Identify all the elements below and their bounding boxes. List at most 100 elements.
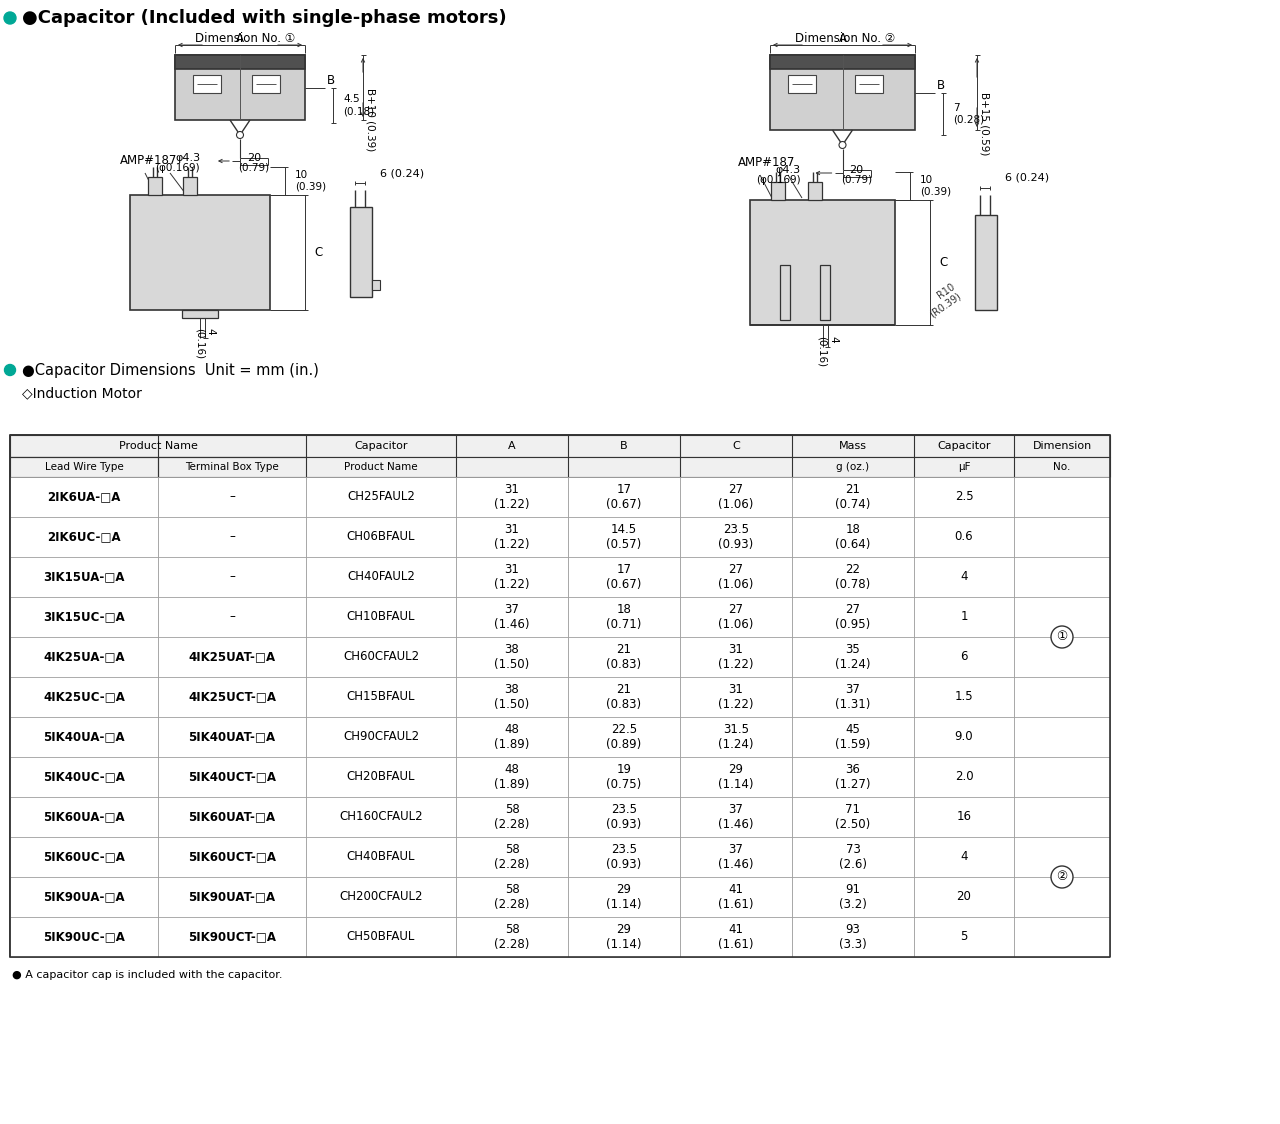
Text: 71
(2.50): 71 (2.50) xyxy=(836,803,870,831)
Text: 35
(1.24): 35 (1.24) xyxy=(836,643,870,671)
Text: CH40FAUL2: CH40FAUL2 xyxy=(347,571,415,583)
Text: CH90CFAUL2: CH90CFAUL2 xyxy=(343,731,419,743)
Text: –: – xyxy=(229,610,236,624)
Text: 6: 6 xyxy=(960,651,968,663)
Text: 31.5
(1.24): 31.5 (1.24) xyxy=(718,723,754,751)
Text: 31
(1.22): 31 (1.22) xyxy=(494,523,530,551)
Bar xyxy=(193,75,221,93)
Text: Product Name: Product Name xyxy=(119,441,197,451)
Text: 3IK15UC-□A: 3IK15UC-□A xyxy=(44,610,125,624)
Text: φ4.3: φ4.3 xyxy=(776,165,800,175)
Text: 18
(0.64): 18 (0.64) xyxy=(836,523,870,551)
Text: CH25FAUL2: CH25FAUL2 xyxy=(347,490,415,504)
Text: 5IK90UC-□A: 5IK90UC-□A xyxy=(44,931,125,943)
Circle shape xyxy=(1051,626,1073,649)
Bar xyxy=(10,877,1110,917)
Bar xyxy=(750,200,895,325)
Text: A: A xyxy=(838,31,846,45)
Text: 5IK40UC-□A: 5IK40UC-□A xyxy=(44,770,125,783)
Text: 5IK90UAT-□A: 5IK90UAT-□A xyxy=(188,890,275,904)
Bar xyxy=(855,75,882,93)
Text: 5IK40UCT-□A: 5IK40UCT-□A xyxy=(188,770,276,783)
Text: Capacitor: Capacitor xyxy=(355,441,408,451)
Text: 73
(2.6): 73 (2.6) xyxy=(838,843,867,871)
Bar xyxy=(175,55,305,69)
Bar xyxy=(182,310,218,318)
Text: 2.5: 2.5 xyxy=(955,490,973,504)
Text: CH20BFAUL: CH20BFAUL xyxy=(347,770,415,783)
Text: 5IK40UA-□A: 5IK40UA-□A xyxy=(44,731,125,743)
Text: 7
(0.28): 7 (0.28) xyxy=(954,103,984,125)
Circle shape xyxy=(838,142,846,148)
Bar xyxy=(771,55,915,69)
Text: 31
(1.22): 31 (1.22) xyxy=(494,483,530,511)
Text: B: B xyxy=(937,79,945,92)
Circle shape xyxy=(5,364,15,375)
Text: 21
(0.83): 21 (0.83) xyxy=(607,643,641,671)
Text: 6 (0.24): 6 (0.24) xyxy=(1005,173,1050,183)
Text: 18
(0.71): 18 (0.71) xyxy=(607,602,641,631)
Text: CH60CFAUL2: CH60CFAUL2 xyxy=(343,651,419,663)
Text: 10
(0.39): 10 (0.39) xyxy=(294,170,326,192)
Text: 5IK60UAT-□A: 5IK60UAT-□A xyxy=(188,810,275,824)
Text: 6 (0.24): 6 (0.24) xyxy=(380,167,424,178)
Text: CH160CFAUL2: CH160CFAUL2 xyxy=(339,810,422,824)
Text: C: C xyxy=(732,441,740,451)
Text: 31
(1.22): 31 (1.22) xyxy=(494,563,530,591)
Bar xyxy=(10,677,1110,717)
Text: 37
(1.46): 37 (1.46) xyxy=(718,843,754,871)
Text: 29
(1.14): 29 (1.14) xyxy=(607,883,641,910)
Text: 23.5
(0.93): 23.5 (0.93) xyxy=(607,803,641,831)
Text: CH40BFAUL: CH40BFAUL xyxy=(347,851,415,863)
Text: 4IK25UAT-□A: 4IK25UAT-□A xyxy=(188,651,275,663)
Bar xyxy=(175,55,305,120)
Circle shape xyxy=(237,132,243,138)
Text: 5IK40UAT-□A: 5IK40UAT-□A xyxy=(188,731,275,743)
Text: 31
(1.22): 31 (1.22) xyxy=(718,643,754,671)
Text: 0.6: 0.6 xyxy=(955,531,973,544)
Bar xyxy=(780,265,790,320)
Text: 17
(0.67): 17 (0.67) xyxy=(607,563,641,591)
Text: 41
(1.61): 41 (1.61) xyxy=(718,923,754,951)
Text: ● A capacitor cap is included with the capacitor.: ● A capacitor cap is included with the c… xyxy=(12,970,283,980)
Text: C: C xyxy=(314,246,323,259)
Text: 37
(1.46): 37 (1.46) xyxy=(494,602,530,631)
Text: –: – xyxy=(229,490,236,504)
Text: 27
(1.06): 27 (1.06) xyxy=(718,602,754,631)
Text: B+10 (0.39): B+10 (0.39) xyxy=(366,88,376,151)
Text: 19
(0.75): 19 (0.75) xyxy=(607,763,641,791)
Text: 29
(1.14): 29 (1.14) xyxy=(718,763,754,791)
Bar xyxy=(131,194,270,310)
Bar xyxy=(252,75,280,93)
Text: 48
(1.89): 48 (1.89) xyxy=(494,723,530,751)
Text: 58
(2.28): 58 (2.28) xyxy=(494,803,530,831)
Text: 2IK6UA-□A: 2IK6UA-□A xyxy=(47,490,120,504)
Text: Dimension No. ①: Dimension No. ① xyxy=(195,31,296,45)
Text: (φ0.169): (φ0.169) xyxy=(155,163,200,173)
Bar xyxy=(10,477,1110,517)
Text: ②: ② xyxy=(1056,870,1068,883)
Text: 23.5
(0.93): 23.5 (0.93) xyxy=(718,523,754,551)
Text: 20: 20 xyxy=(247,153,261,163)
Text: CH200CFAUL2: CH200CFAUL2 xyxy=(339,890,422,904)
Text: 5IK60UC-□A: 5IK60UC-□A xyxy=(44,851,125,863)
Bar xyxy=(183,176,197,194)
Text: 22
(0.78): 22 (0.78) xyxy=(836,563,870,591)
Bar xyxy=(788,75,817,93)
Text: g (oz.): g (oz.) xyxy=(836,462,869,472)
Bar xyxy=(372,280,380,290)
Text: 4
(0.16): 4 (0.16) xyxy=(195,328,216,360)
Bar xyxy=(10,756,1110,797)
Text: B: B xyxy=(326,74,335,87)
Bar xyxy=(10,837,1110,877)
Text: 58
(2.28): 58 (2.28) xyxy=(494,843,530,871)
Text: 3IK15UA-□A: 3IK15UA-□A xyxy=(44,571,124,583)
Text: (0.79): (0.79) xyxy=(841,175,872,185)
Text: AMP#187: AMP#187 xyxy=(120,154,178,166)
Text: 93
(3.3): 93 (3.3) xyxy=(840,923,867,951)
Text: 17
(0.67): 17 (0.67) xyxy=(607,483,641,511)
Bar xyxy=(771,55,915,130)
Bar xyxy=(349,207,372,297)
Text: 2IK6UC-□A: 2IK6UC-□A xyxy=(47,531,120,544)
Circle shape xyxy=(4,12,15,24)
